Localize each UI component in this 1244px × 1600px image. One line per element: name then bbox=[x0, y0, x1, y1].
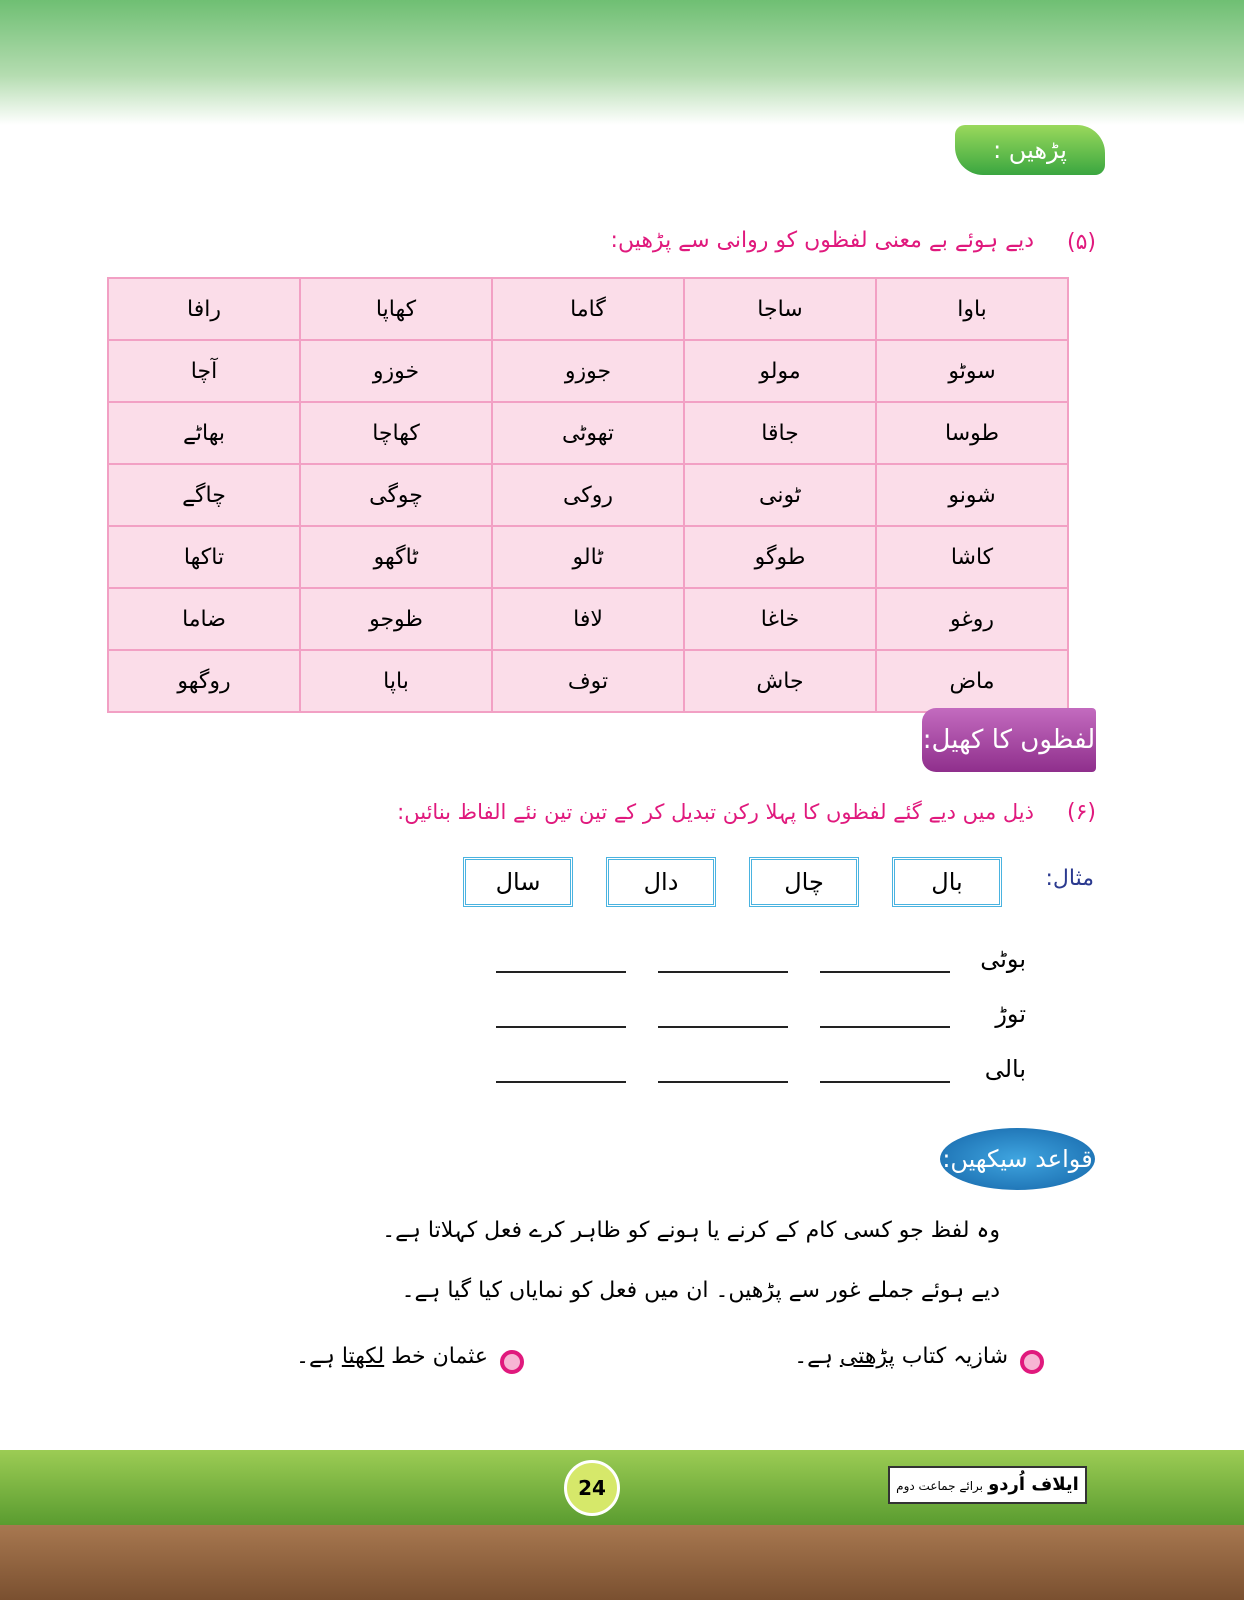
table-cell: باوا bbox=[875, 277, 1069, 341]
header-bg bbox=[0, 0, 1244, 125]
table-cell: جوزو bbox=[491, 339, 685, 403]
sentence-text: عثمان خط bbox=[391, 1344, 488, 1369]
grammar-tag: قواعد سیکھیں: bbox=[940, 1128, 1095, 1190]
answer-line bbox=[496, 1026, 626, 1028]
table-cell: ٹاگھو bbox=[299, 525, 493, 589]
table-cell: ماض bbox=[875, 649, 1069, 713]
table-cell: شونو bbox=[875, 463, 1069, 527]
table-row: روغو خاغا لافا ظوجو ضاما bbox=[107, 587, 1069, 651]
table-cell: روگھو bbox=[107, 649, 301, 713]
verb: لکھتا bbox=[341, 1344, 385, 1369]
word: توڑ bbox=[995, 1000, 1026, 1028]
exercise-number: (۶) bbox=[1067, 800, 1096, 825]
table-cell: رافا bbox=[107, 277, 301, 341]
table-cell: چاگے bbox=[107, 463, 301, 527]
answer-line bbox=[658, 1081, 788, 1083]
example-word: چال bbox=[749, 857, 859, 907]
table-row: ماض جاش توف باپا روگھو bbox=[107, 649, 1069, 713]
bullet bbox=[1020, 1350, 1044, 1374]
answer-line bbox=[820, 1081, 950, 1083]
word: بالی bbox=[984, 1055, 1026, 1083]
table-cell: ساجا bbox=[683, 277, 877, 341]
table-cell: ٹونی bbox=[683, 463, 877, 527]
verb: پڑھتی bbox=[839, 1344, 895, 1369]
word-game-tag: لفظوں کا کھیل: bbox=[922, 708, 1096, 772]
table-cell: کاشا bbox=[875, 525, 1069, 589]
bullet bbox=[500, 1350, 524, 1374]
table-cell: ضاما bbox=[107, 587, 301, 651]
answer-line bbox=[820, 1026, 950, 1028]
table-cell: روکی bbox=[491, 463, 685, 527]
read-tag: پڑھیں : bbox=[955, 125, 1105, 175]
instruction: ذیل میں دیے گئے لفظوں کا پہلا رکن تبدیل … bbox=[397, 800, 1034, 824]
answer-line bbox=[658, 1026, 788, 1028]
exercise-number: (۵) bbox=[1067, 230, 1096, 255]
example-word: دال bbox=[606, 857, 716, 907]
example-word: بال bbox=[892, 857, 1002, 907]
answer-line bbox=[496, 971, 626, 973]
sentence-text: ہے۔ bbox=[794, 1344, 833, 1369]
sentence-text: شازیہ کتاب bbox=[901, 1344, 1008, 1369]
example-word: سال bbox=[463, 857, 573, 907]
table-row: کاشا طوگو ٹالو ٹاگھو تاکھا bbox=[107, 525, 1069, 589]
book-subtitle: برائے جماعت دوم bbox=[896, 1479, 983, 1493]
table-cell: ٹالو bbox=[491, 525, 685, 589]
note: دیے ہوئے جملے غور سے پڑھیں۔ ان میں فعل ک… bbox=[401, 1278, 1000, 1303]
table-cell: سوٹو bbox=[875, 339, 1069, 403]
table-cell: توف bbox=[491, 649, 685, 713]
sentence: عثمان خط لکھتا ہے۔ bbox=[296, 1344, 488, 1369]
sentence-text: ہے۔ bbox=[296, 1344, 335, 1369]
word-table: باوا ساجا گاما کھاپا رافا سوٹو مولو جوزو خوزو آچا… bbox=[107, 277, 1069, 713]
example-label: مثال: bbox=[1045, 866, 1094, 891]
table-cell: تھوٹی bbox=[491, 401, 685, 465]
word: بوٹی bbox=[980, 945, 1026, 973]
answer-line bbox=[496, 1081, 626, 1083]
ground bbox=[0, 1525, 1244, 1600]
table-cell: تاکھا bbox=[107, 525, 301, 589]
page-number: 24 bbox=[564, 1460, 620, 1516]
table-row: سوٹو مولو جوزو خوزو آچا bbox=[107, 339, 1069, 403]
table-cell: خاغا bbox=[683, 587, 877, 651]
instruction: دیے ہوئے بے معنی لفظوں کو روانی سے پڑھیں… bbox=[610, 228, 1034, 253]
table-cell: بھاٹے bbox=[107, 401, 301, 465]
table-cell: ظوجو bbox=[299, 587, 493, 651]
table-row: باوا ساجا گاما کھاپا رافا bbox=[107, 277, 1069, 341]
table-cell: جاش bbox=[683, 649, 877, 713]
sentence: شازیہ کتاب پڑھتی ہے۔ bbox=[794, 1344, 1008, 1369]
book-title: ایلاف اُردو bbox=[988, 1474, 1079, 1495]
table-cell: جاقا bbox=[683, 401, 877, 465]
table-cell: روغو bbox=[875, 587, 1069, 651]
table-cell: گاما bbox=[491, 277, 685, 341]
table-cell: آچا bbox=[107, 339, 301, 403]
table-cell: کھاپا bbox=[299, 277, 493, 341]
table-cell: مولو bbox=[683, 339, 877, 403]
table-cell: خوزو bbox=[299, 339, 493, 403]
table-row: شونو ٹونی روکی چوگی چاگے bbox=[107, 463, 1069, 527]
table-cell: کھاچا bbox=[299, 401, 493, 465]
table-cell: لافا bbox=[491, 587, 685, 651]
table-row: طوسا جاقا تھوٹی کھاچا بھاٹے bbox=[107, 401, 1069, 465]
table-cell: باپا bbox=[299, 649, 493, 713]
table-cell: طوگو bbox=[683, 525, 877, 589]
answer-line bbox=[820, 971, 950, 973]
table-cell: طوسا bbox=[875, 401, 1069, 465]
answer-line bbox=[658, 971, 788, 973]
table-cell: چوگی bbox=[299, 463, 493, 527]
book-label: ایلاف اُردو برائے جماعت دوم bbox=[888, 1466, 1087, 1504]
definition: وہ لفظ جو کسی کام کے کرنے یا ہونے کو ظاہ… bbox=[382, 1218, 1000, 1243]
